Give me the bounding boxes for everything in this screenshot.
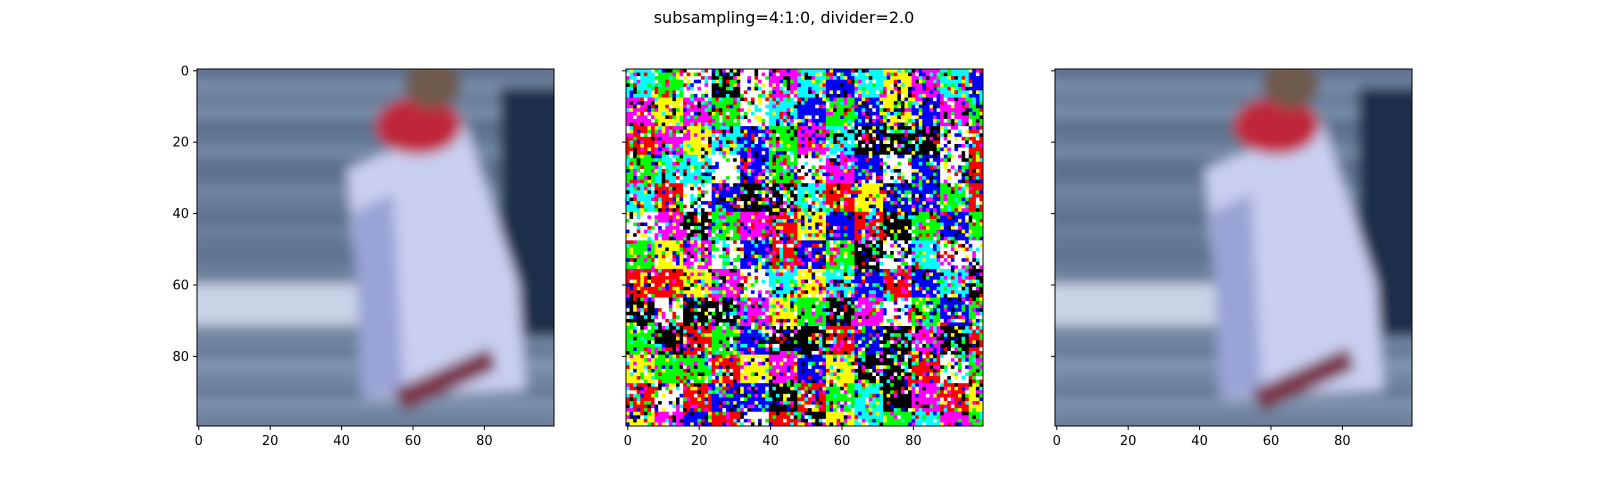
x-tick-label: 20 <box>691 434 708 449</box>
right-panel: 0 20 40 60 80 <box>1051 68 1413 449</box>
figure-title: subsampling=4:1:0, divider=2.0 <box>654 8 915 27</box>
y-tick-label: 60 <box>172 278 189 293</box>
y-tick-label: 20 <box>172 136 189 151</box>
middle-frame <box>625 68 984 427</box>
y-tick-label: 0 <box>181 64 189 79</box>
left-frame <box>196 68 555 427</box>
left-panel: 0 20 40 60 80 0 20 40 60 80 <box>172 64 555 449</box>
x-tick-label: 0 <box>195 434 203 449</box>
middle-panel: 0 20 40 60 80 <box>622 68 984 449</box>
y-tick-label: 80 <box>172 350 189 365</box>
x-tick-label: 40 <box>1191 434 1208 449</box>
x-tick-label: 0 <box>1053 434 1061 449</box>
left-image <box>197 69 554 426</box>
y-tick-label: 40 <box>172 207 189 222</box>
x-tick-label: 20 <box>1120 434 1137 449</box>
x-tick-label: 0 <box>624 434 632 449</box>
x-tick-label: 20 <box>262 434 279 449</box>
x-tick-label: 60 <box>834 434 851 449</box>
x-tick-label: 40 <box>333 434 350 449</box>
right-image <box>1055 69 1412 426</box>
x-tick-label: 40 <box>762 434 779 449</box>
x-tick-label: 80 <box>905 434 922 449</box>
x-tick-label: 60 <box>1263 434 1280 449</box>
x-tick-label: 60 <box>405 434 422 449</box>
middle-image <box>626 69 984 427</box>
x-tick-label: 80 <box>476 434 493 449</box>
right-frame <box>1054 68 1413 427</box>
x-tick-label: 80 <box>1334 434 1351 449</box>
